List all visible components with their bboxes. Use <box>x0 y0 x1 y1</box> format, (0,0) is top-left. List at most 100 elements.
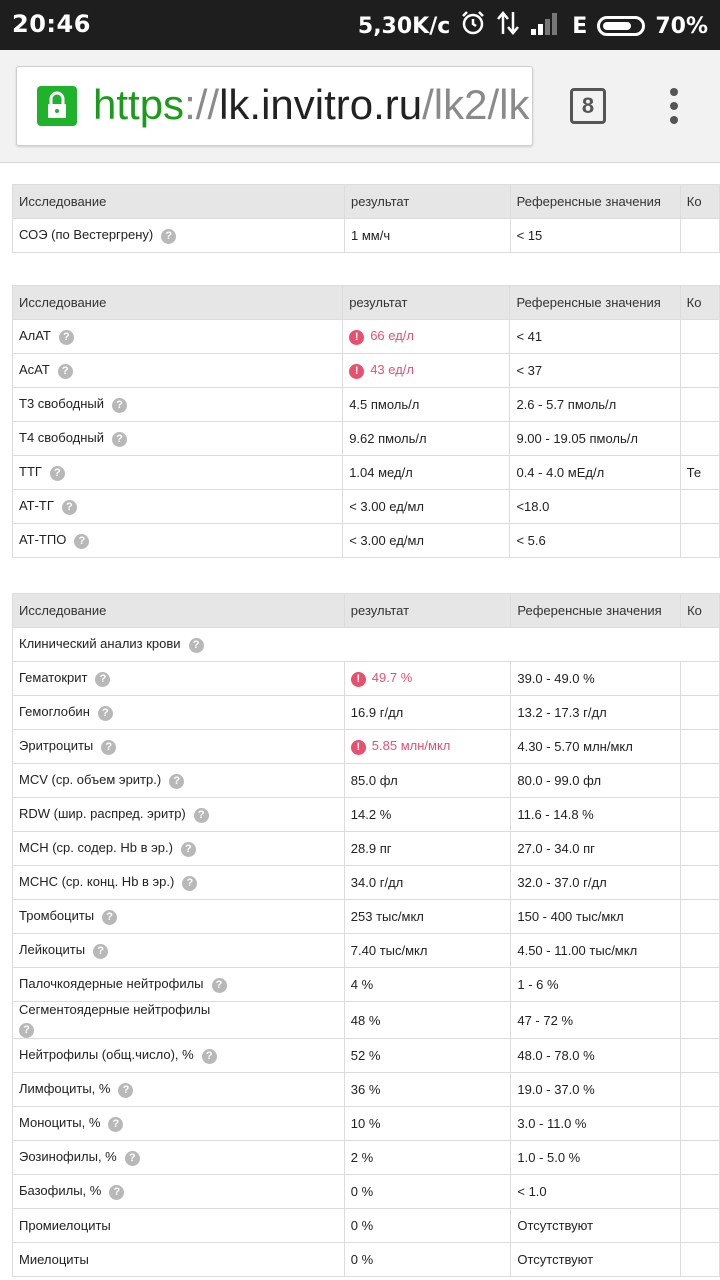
help-icon[interactable]: ? <box>211 977 227 993</box>
reference-value: 4.30 - 5.70 млн/мкл <box>510 729 682 764</box>
help-icon[interactable]: ? <box>169 773 185 789</box>
page-content: Исследование результат Референсные значе… <box>0 163 720 1280</box>
result-cell: 0 % <box>343 1174 512 1209</box>
data-transfer-icon <box>496 10 520 42</box>
reference-value: < 5.6 <box>509 523 681 558</box>
table-row: Гемоглобин? 16.9 г/дл 13.2 - 17.3 г/дл <box>12 695 720 730</box>
help-icon[interactable]: ? <box>188 637 204 653</box>
browser-toolbar: https://lk.invitro.ru/lk2/lk 8 <box>0 50 720 163</box>
result-value: 14.2 % <box>350 807 392 822</box>
help-icon[interactable]: ? <box>58 329 74 345</box>
help-icon[interactable]: ? <box>74 533 90 549</box>
result-value: 4 % <box>350 977 374 992</box>
reference-value: 3.0 - 11.0 % <box>510 1106 682 1141</box>
table-row: ТТГ? 1.04 мед/л 0.4 - 4.0 мЕд/л Те <box>11 455 720 490</box>
status-bar: 20:46 5,30K/c E 70% <box>0 0 720 50</box>
result-cell: 48 % <box>343 1001 512 1039</box>
result-value: 0 % <box>350 1218 374 1233</box>
result-value: 253 тыс/мкл <box>350 909 424 924</box>
url-text[interactable]: https://lk.invitro.ru/lk2/lk <box>93 81 530 128</box>
study-name-cell: Палочкоядерные нейтрофилы? <box>12 967 345 1002</box>
study-name-cell: Гематокрит? <box>12 661 345 696</box>
result-value: 28.9 пг <box>350 841 392 856</box>
study-name-cell: Лейкоциты? <box>12 933 345 968</box>
table-row: RDW (шир. распред. эритр)? 14.2 % 11.6 - 1… <box>12 797 720 832</box>
reference-value: < 15 <box>509 218 681 253</box>
help-icon[interactable]: ? <box>19 1023 34 1038</box>
reference-value: 39.0 - 49.0 % <box>510 661 682 696</box>
result-value: < 3.00 ед/мл <box>349 533 424 548</box>
help-icon[interactable]: ? <box>57 363 73 379</box>
comment-cell <box>680 831 720 866</box>
result-value: 49.7 % <box>371 670 413 686</box>
study-name-cell: АТ-ТГ? <box>11 489 344 524</box>
comment-cell <box>680 797 720 832</box>
study-name: Палочкоядерные нейтрофилы <box>19 976 204 992</box>
help-icon[interactable]: ? <box>109 1184 125 1200</box>
study-name: Лимфоциты, % <box>19 1081 111 1097</box>
column-header-study: Исследование <box>11 285 344 320</box>
table-row: Т4 свободный? 9.62 пмоль/л 9.00 - 19.05 пм… <box>11 421 720 456</box>
help-icon[interactable]: ? <box>101 739 117 755</box>
address-bar[interactable]: https://lk.invitro.ru/lk2/lk <box>16 66 533 146</box>
result-cell: 34.0 г/дл <box>343 865 512 900</box>
reference-value: <18.0 <box>509 489 681 524</box>
lock-icon <box>37 86 77 126</box>
table-row: Лимфоциты, %? 36 % 19.0 - 37.0 % <box>12 1072 720 1107</box>
study-name: Сегментоядерные нейтрофилы <box>19 1002 211 1018</box>
study-name-cell: Моноциты, %? <box>12 1106 345 1141</box>
help-icon[interactable]: ? <box>102 909 118 925</box>
help-icon[interactable]: ? <box>201 1048 217 1064</box>
study-name: СОЭ (по Вестергрену) <box>19 227 154 243</box>
study-name-cell: Базофилы, %? <box>12 1174 345 1209</box>
result-value: 7.40 тыс/мкл <box>350 943 428 958</box>
help-icon[interactable]: ? <box>118 1082 134 1098</box>
tab-switcher-button[interactable]: 8 <box>570 88 606 124</box>
study-name-cell: Миелоциты <box>12 1242 345 1277</box>
table-row: Т3 свободный? 4.5 пмоль/л 2.6 - 5.7 пмоль/… <box>11 387 720 422</box>
result-cell: 85.0 фл <box>343 763 512 798</box>
study-name-cell: Тромбоциты? <box>12 899 345 934</box>
study-name: ТТГ <box>19 464 42 480</box>
study-name-cell: Эозинофилы, %? <box>12 1140 345 1175</box>
result-cell: 7.40 тыс/мкл <box>343 933 512 968</box>
table-row: АлАТ?! 66 ед/л < 41 <box>11 319 720 354</box>
help-icon[interactable]: ? <box>161 228 177 244</box>
status-time: 20:46 <box>12 10 91 38</box>
help-icon[interactable]: ? <box>112 397 128 413</box>
comment-cell <box>679 218 720 253</box>
help-icon[interactable]: ? <box>61 499 77 515</box>
overflow-menu-icon[interactable] <box>664 88 684 128</box>
reference-value: 1 - 6 % <box>510 967 682 1002</box>
table-row: АТ-ТПО? < 3.00 ед/мл < 5.6 <box>11 523 720 558</box>
result-cell: 0 % <box>343 1208 512 1243</box>
result-cell: 1 мм/ч <box>344 218 511 253</box>
reference-value: 13.2 - 17.3 г/дл <box>510 695 682 730</box>
help-icon[interactable]: ? <box>124 1150 140 1166</box>
comment-cell <box>680 1106 720 1141</box>
help-icon[interactable]: ? <box>95 671 111 687</box>
study-name-cell: Лимфоциты, %? <box>12 1072 345 1107</box>
study-name: Базофилы, % <box>19 1183 102 1199</box>
reference-value: 80.0 - 99.0 фл <box>510 763 682 798</box>
help-icon[interactable]: ? <box>180 841 196 857</box>
result-cell: 10 % <box>343 1106 512 1141</box>
result-value: 10 % <box>350 1116 381 1131</box>
help-icon[interactable]: ? <box>108 1116 124 1132</box>
help-icon[interactable]: ? <box>112 431 128 447</box>
results-table-esr: Исследование результат Референсные значе… <box>11 184 720 253</box>
result-value: 43 ед/л <box>370 362 414 378</box>
help-icon[interactable]: ? <box>49 465 65 481</box>
column-header-comment: Ко <box>679 184 720 219</box>
comment-cell <box>680 1208 720 1243</box>
column-header-comment: Ко <box>679 285 720 320</box>
table-row: MCHC (ср. конц. Hb в эр.)? 34.0 г/дл 32.0 … <box>12 865 720 900</box>
study-name: MCV (ср. объем эритр.) <box>19 772 162 788</box>
help-icon[interactable]: ? <box>97 705 113 721</box>
study-name: Моноциты, % <box>19 1115 101 1131</box>
help-icon[interactable]: ? <box>93 943 109 959</box>
result-cell: 2 % <box>343 1140 512 1175</box>
out-of-range-icon: ! <box>350 671 366 687</box>
help-icon[interactable]: ? <box>193 807 209 823</box>
help-icon[interactable]: ? <box>182 875 198 891</box>
